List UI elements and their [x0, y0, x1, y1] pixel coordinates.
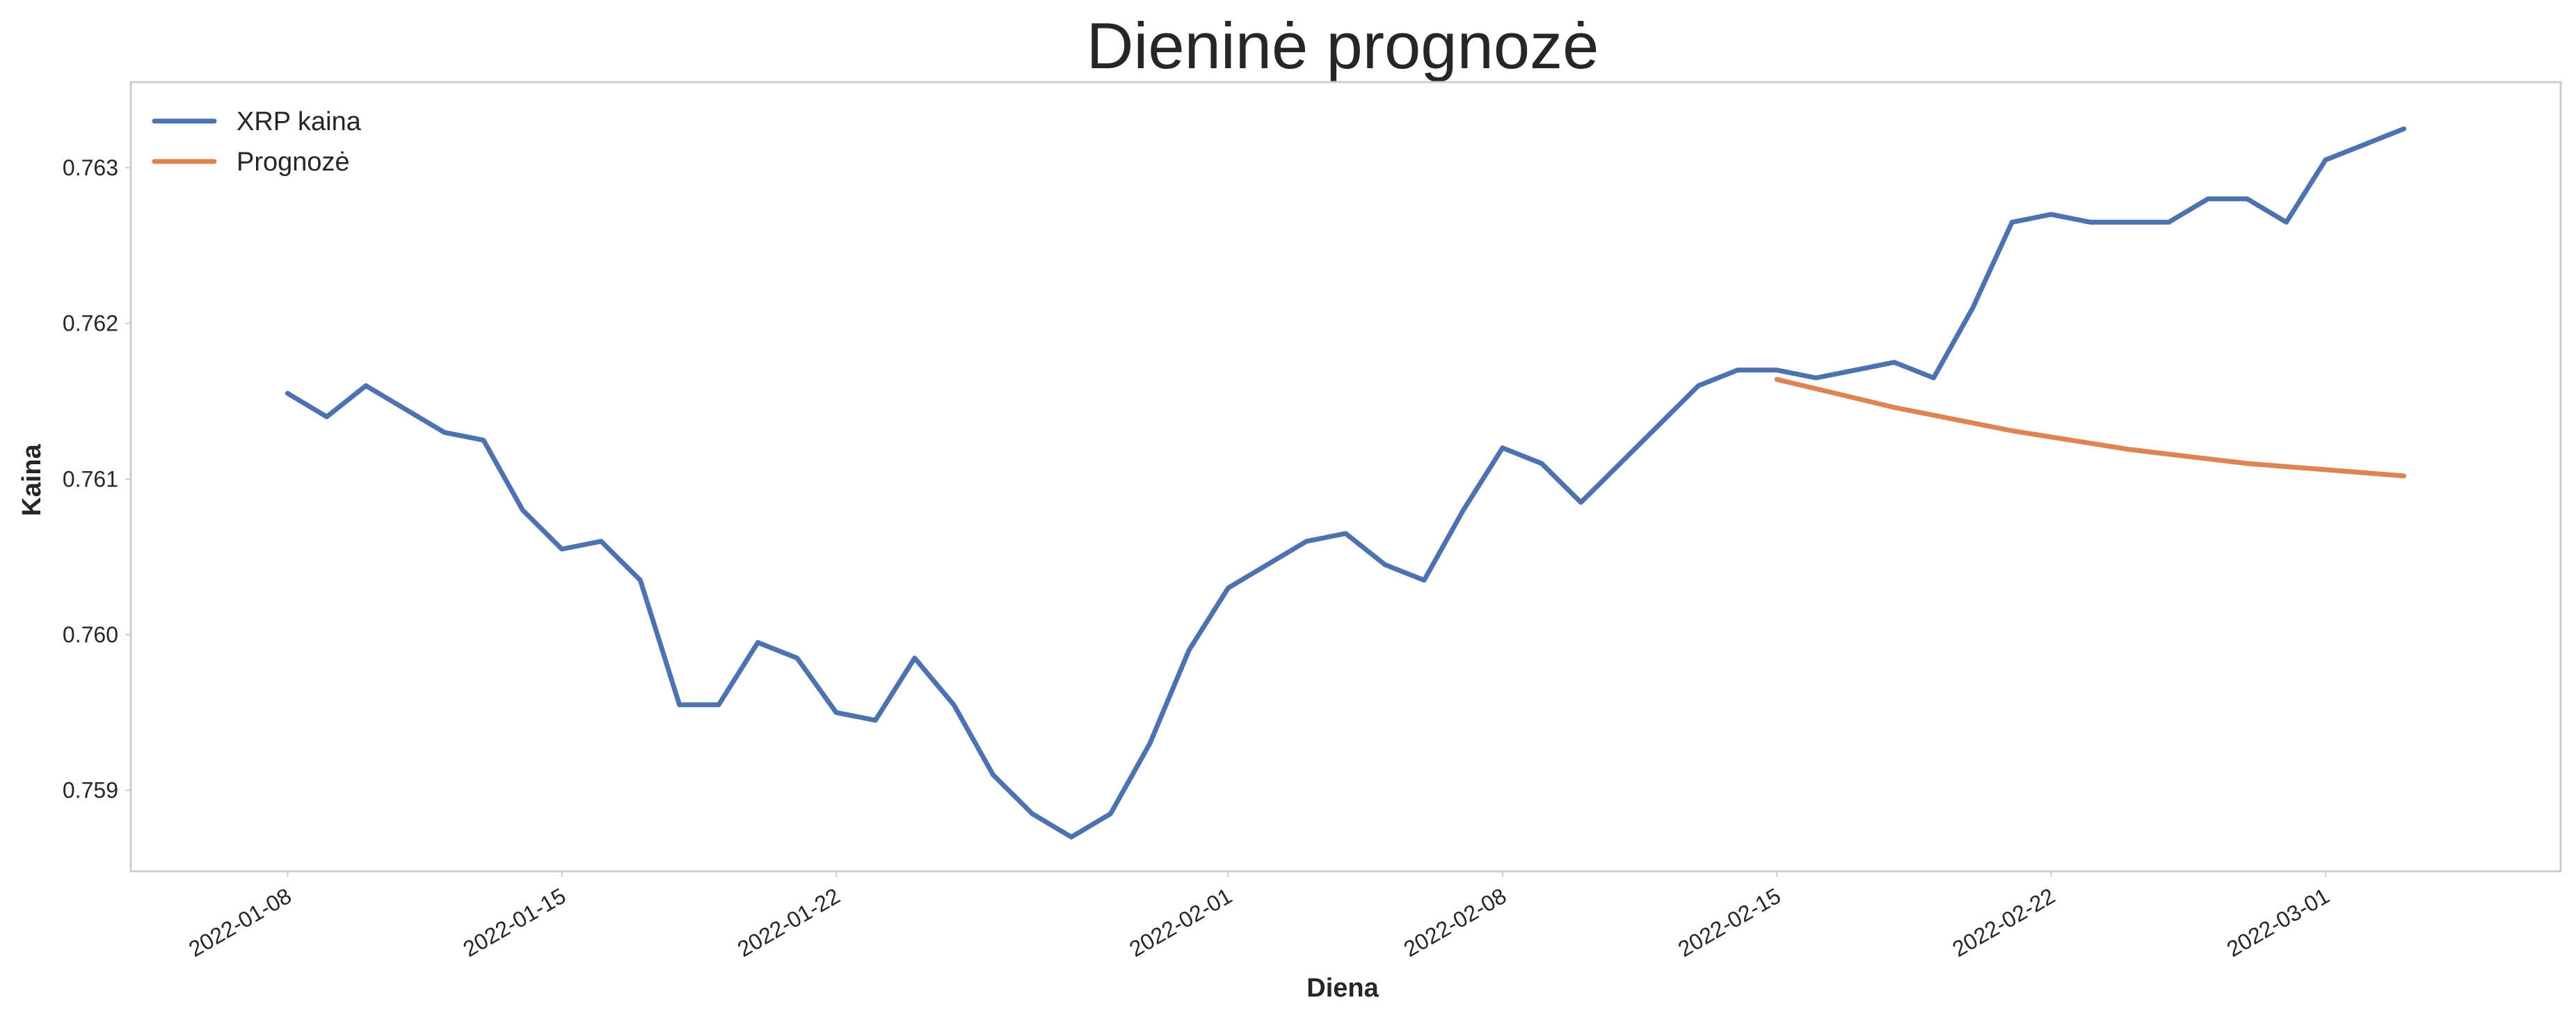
- x-tick-label: 2022-01-22: [733, 883, 845, 962]
- x-tick-label: 2022-03-01: [2223, 883, 2334, 962]
- series-layer: [285, 126, 2407, 840]
- y-axis-label: Kaina: [17, 443, 47, 516]
- x-tick-label: 2022-02-08: [1400, 883, 1511, 962]
- x-tick-label: 2022-01-15: [458, 883, 570, 962]
- series-line-xrp-kaina: [285, 126, 2407, 840]
- y-tick-label: 0.762: [63, 311, 118, 336]
- legend-label: Prognozė: [237, 148, 350, 177]
- plot-area: [129, 81, 2562, 873]
- legend: XRP kaina Prognozė: [152, 107, 362, 177]
- y-tick-label: 0.760: [63, 622, 118, 647]
- series-line-prognoze: [1774, 376, 2407, 479]
- legend-label: XRP kaina: [237, 107, 362, 136]
- x-tick-label: 2022-01-08: [184, 883, 296, 962]
- chart-title: Dieninė prognozė: [1087, 9, 1599, 82]
- y-axis-ticks: 0.759 0.760 0.761 0.762 0.763: [63, 155, 131, 803]
- x-axis-label: Diena: [1306, 974, 1379, 1003]
- y-tick-label: 0.761: [63, 466, 118, 491]
- y-tick-label: 0.763: [63, 155, 118, 180]
- x-tick-label: 2022-02-22: [1948, 883, 2059, 962]
- x-tick-label: 2022-02-01: [1125, 883, 1236, 962]
- y-tick-label: 0.759: [63, 778, 118, 803]
- x-tick-label: 2022-02-15: [1674, 883, 1785, 962]
- x-axis-ticks: 2022-01-08 2022-01-15 2022-01-22 2022-02-01…: [184, 871, 2333, 962]
